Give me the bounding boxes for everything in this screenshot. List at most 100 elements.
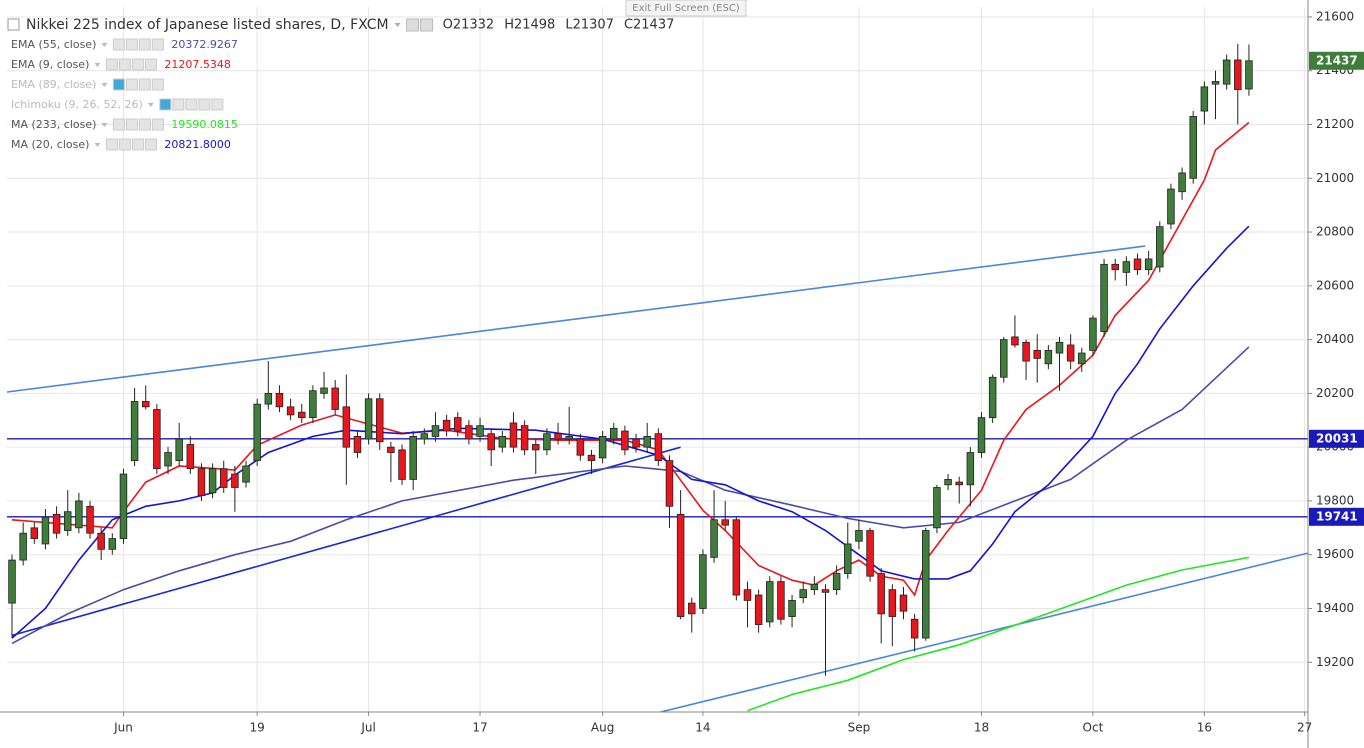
indicator-icon[interactable]	[105, 138, 118, 151]
candle-body	[476, 425, 484, 437]
candle-body	[844, 543, 852, 574]
indicator-icon[interactable]	[118, 58, 131, 71]
candle-body	[1189, 116, 1197, 179]
candle-body	[532, 444, 540, 451]
candle-body	[877, 573, 885, 615]
candle-body	[431, 425, 440, 437]
candle-body	[988, 376, 997, 418]
candle-body	[63, 511, 72, 531]
candle-body	[1078, 352, 1086, 365]
indicator-icon[interactable]	[151, 78, 164, 91]
indicator-name: MA (20, close)	[11, 138, 89, 151]
candle-body	[743, 589, 752, 601]
candle-body	[888, 589, 897, 617]
indicator-icon[interactable]	[151, 38, 164, 51]
candle-body	[353, 435, 362, 453]
candle-body	[454, 417, 462, 432]
indicator-icon[interactable]	[112, 78, 125, 91]
candle-body	[966, 452, 975, 486]
indicator-icon[interactable]	[112, 38, 125, 51]
indicator-icon[interactable]	[105, 58, 118, 71]
dropdown-arrow[interactable]	[101, 123, 108, 127]
indicator-name: EMA (89, close)	[11, 78, 96, 91]
candle-body	[197, 468, 206, 496]
candle-body	[754, 594, 763, 626]
price-badge	[1309, 429, 1364, 448]
collapse-icon[interactable]	[7, 18, 20, 31]
dropdown-arrow[interactable]	[94, 63, 101, 67]
indicator-icon[interactable]	[125, 78, 138, 91]
candle-body	[275, 392, 284, 408]
legend: Nikkei 225 index of Japanese listed shar…	[7, 17, 674, 151]
candle-body	[30, 527, 39, 539]
x-tick-label: Oct	[1083, 721, 1104, 735]
indicator-icon[interactable]	[125, 38, 138, 51]
dropdown-arrow[interactable]	[94, 143, 101, 147]
candle-body	[520, 425, 529, 451]
candle-body	[944, 479, 952, 486]
candle-body	[286, 406, 295, 416]
price-badge-label: 19741	[1316, 509, 1358, 523]
y-tick-label: 19600	[1316, 547, 1354, 561]
candle-body	[576, 438, 585, 456]
exit-button[interactable]	[625, 0, 747, 17]
candle-body	[75, 500, 83, 529]
candle-body	[1089, 317, 1097, 351]
icon[interactable]	[420, 18, 434, 32]
candle-body	[1011, 336, 1019, 346]
indicator-icon[interactable]	[185, 98, 198, 111]
indicator-value: 21207.5348	[164, 58, 230, 71]
indicator-icon[interactable]	[144, 58, 157, 71]
candle-body	[1133, 258, 1142, 271]
x-tick-label: 16	[1197, 721, 1212, 735]
candle-body	[320, 387, 328, 394]
y-tick-label: 20600	[1316, 278, 1354, 292]
dropdown-arrow[interactable]	[394, 23, 401, 27]
candle-body	[922, 530, 930, 639]
y-tick-label: 21000	[1316, 171, 1354, 185]
indicator-icon[interactable]	[198, 98, 211, 111]
indicator-name: EMA (9, close)	[11, 58, 89, 71]
indicator-icon[interactable]	[151, 118, 164, 131]
dropdown-arrow[interactable]	[101, 83, 108, 87]
candle-body	[86, 505, 94, 534]
indicator-value: 19590.0815	[171, 118, 237, 131]
indicator-icon[interactable]	[118, 138, 131, 151]
candle-body	[1122, 261, 1131, 273]
candle-body	[498, 435, 507, 448]
dropdown-arrow[interactable]	[101, 43, 108, 47]
x-tick-label: Aug	[591, 721, 614, 735]
candle-body	[1167, 188, 1175, 225]
candle-body	[821, 589, 830, 593]
ohlc-label: L21307	[565, 18, 614, 33]
indicator-icon[interactable]	[144, 138, 157, 151]
y-tick-label: 19200	[1316, 655, 1354, 669]
indicator-icon[interactable]	[131, 138, 144, 151]
candle-body	[554, 433, 562, 440]
candle-body	[153, 409, 161, 470]
dropdown-arrow[interactable]	[147, 103, 154, 107]
candle-body	[1234, 59, 1242, 90]
candle-body	[108, 538, 117, 550]
indicator-icon[interactable]	[172, 98, 185, 111]
candle-body	[565, 435, 573, 440]
candle-body	[766, 581, 774, 623]
indicator-icon[interactable]	[138, 78, 151, 91]
candle-body	[810, 583, 819, 591]
indicator-icon[interactable]	[131, 58, 144, 71]
indicator-icon[interactable]	[138, 38, 151, 51]
candle-body	[777, 581, 785, 620]
indicator-icon[interactable]	[112, 118, 125, 131]
exit-button-label[interactable]: Exit Full Screen (ESC)	[632, 3, 740, 14]
candle-body	[788, 600, 796, 617]
icon[interactable]	[406, 18, 420, 32]
candle-body	[832, 573, 841, 591]
candle-body	[910, 618, 919, 639]
candle-body	[97, 532, 105, 550]
indicator-icon[interactable]	[159, 98, 172, 111]
indicator-icon[interactable]	[211, 98, 224, 111]
indicator-icon[interactable]	[138, 118, 151, 131]
indicator-icon[interactable]	[125, 118, 138, 131]
candle-body	[1044, 349, 1053, 365]
